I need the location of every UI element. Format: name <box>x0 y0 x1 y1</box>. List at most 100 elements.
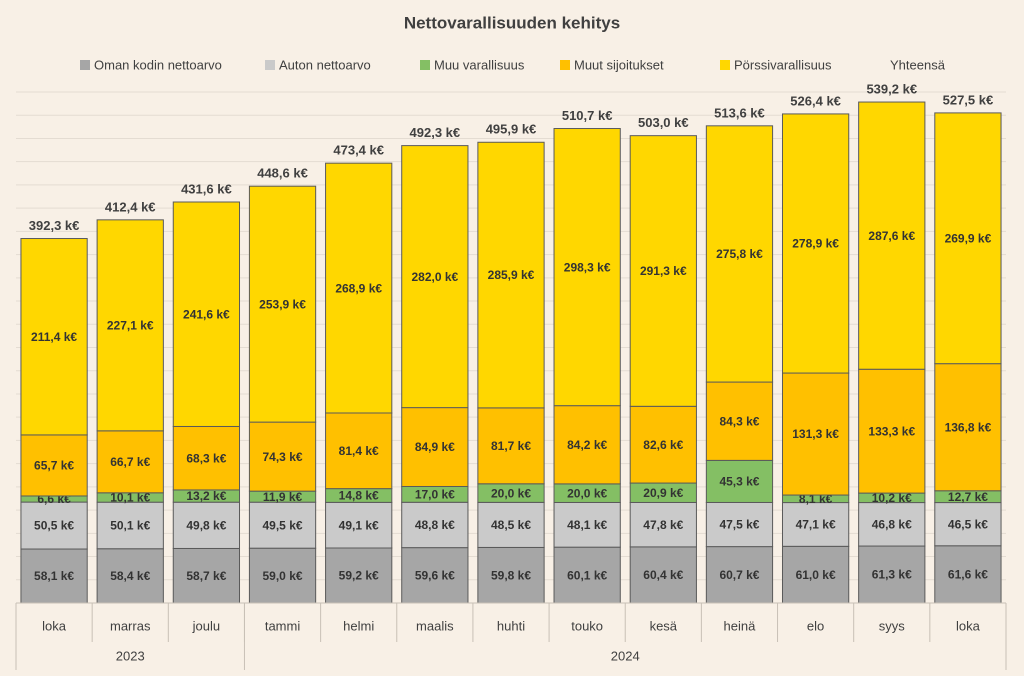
bar-segment <box>172 201 241 427</box>
data-label: 58,4 k€ <box>110 569 150 583</box>
total-label: 412,4 k€ <box>105 199 156 214</box>
data-label: 68,3 k€ <box>186 451 226 465</box>
data-label: 10,2 k€ <box>872 491 912 505</box>
data-label: 287,6 k€ <box>868 229 915 243</box>
data-label: 66,7 k€ <box>110 455 150 469</box>
data-label: 59,6 k€ <box>415 568 455 582</box>
x-tick-label: kesä <box>650 618 678 633</box>
data-label: 81,7 k€ <box>491 439 531 453</box>
x-tick-label: helmi <box>343 618 374 633</box>
total-label: 513,6 k€ <box>714 105 765 120</box>
data-label: 46,5 k€ <box>948 517 988 531</box>
bar-segment <box>629 501 697 548</box>
legend-marker <box>80 60 90 70</box>
data-label: 58,7 k€ <box>186 569 226 583</box>
data-label: 133,3 k€ <box>868 424 915 438</box>
legend-marker <box>265 60 275 70</box>
bar-segment <box>858 545 926 604</box>
bar-segment <box>325 501 393 549</box>
data-label: 275,8 k€ <box>716 247 763 261</box>
data-label: 136,8 k€ <box>945 420 992 434</box>
data-label: 253,9 k€ <box>259 297 306 311</box>
data-label: 291,3 k€ <box>640 264 687 278</box>
bar-segment <box>705 459 774 503</box>
data-label: 20,0 k€ <box>491 486 531 500</box>
data-label: 50,5 k€ <box>34 519 74 533</box>
chart-title: Nettovarallisuuden kehitys <box>404 13 620 32</box>
data-label: 50,1 k€ <box>110 519 150 533</box>
data-label: 46,8 k€ <box>872 517 912 531</box>
x-tick-label: joulu <box>192 618 220 633</box>
x-tick-label: loka <box>956 618 981 633</box>
data-label: 285,9 k€ <box>488 268 535 282</box>
bar-segment <box>401 145 469 409</box>
bar-segment <box>96 501 164 550</box>
legend-label: Muu varallisuus <box>434 57 525 72</box>
data-label: 47,8 k€ <box>643 518 683 532</box>
bar-segment <box>781 502 850 547</box>
legend-label: Muut sijoitukset <box>574 57 664 72</box>
bar-segment <box>96 430 164 494</box>
data-label: 12,7 k€ <box>948 490 988 504</box>
legend-label: Pörssivarallisuus <box>734 57 832 72</box>
bar-segment <box>477 407 545 485</box>
x-tick-label: elo <box>807 618 824 633</box>
group-label: 2024 <box>611 648 640 663</box>
bar-segment <box>705 381 774 461</box>
data-label: 65,7 k€ <box>34 459 74 473</box>
data-label: 278,9 k€ <box>792 237 839 251</box>
data-label: 10,1 k€ <box>110 491 150 505</box>
data-label: 58,1 k€ <box>34 569 74 583</box>
total-label: 392,3 k€ <box>29 218 80 233</box>
data-label: 60,1 k€ <box>567 568 607 582</box>
data-label: 82,6 k€ <box>643 438 683 452</box>
data-label: 227,1 k€ <box>107 319 154 333</box>
data-label: 48,1 k€ <box>567 518 607 532</box>
bar-segment <box>629 135 697 407</box>
bar-segment <box>477 141 545 409</box>
bar-segment <box>96 548 164 604</box>
total-label: 473,4 k€ <box>333 143 384 158</box>
data-label: 59,2 k€ <box>339 569 379 583</box>
data-label: 59,8 k€ <box>491 568 531 582</box>
bar-segment <box>20 501 88 550</box>
data-label: 48,8 k€ <box>415 518 455 532</box>
x-tick-label: syys <box>879 618 906 633</box>
bar-segment <box>20 548 88 604</box>
data-label: 131,3 k€ <box>792 427 839 441</box>
bar-segment <box>781 113 850 374</box>
total-label: 503,0 k€ <box>638 115 689 130</box>
bar-segment <box>705 546 774 604</box>
bar-segment <box>934 363 1002 492</box>
data-label: 282,0 k€ <box>411 270 458 284</box>
bar-segment <box>553 128 621 407</box>
data-label: 60,7 k€ <box>719 568 759 582</box>
total-label: 527,5 k€ <box>943 92 994 107</box>
bar-segment <box>401 407 469 487</box>
legend-label: Auton nettoarvo <box>279 57 371 72</box>
data-label: 49,8 k€ <box>186 518 226 532</box>
data-label: 45,3 k€ <box>719 475 759 489</box>
bar-segment <box>248 547 317 604</box>
data-label: 17,0 k€ <box>415 488 455 502</box>
data-label: 241,6 k€ <box>183 307 230 321</box>
bar-segment <box>325 162 393 414</box>
data-label: 59,0 k€ <box>263 569 303 583</box>
legend-marker <box>720 60 730 70</box>
bar-segment <box>934 502 1002 547</box>
x-tick-label: loka <box>42 618 67 633</box>
data-label: 14,8 k€ <box>339 489 379 503</box>
bar-segment <box>858 101 926 370</box>
data-label: 61,3 k€ <box>872 568 912 582</box>
bar-segment <box>858 368 926 494</box>
bar-segment <box>629 546 697 604</box>
data-label: 81,4 k€ <box>339 444 379 458</box>
x-tick-label: heinä <box>724 618 757 633</box>
data-label: 84,3 k€ <box>719 414 759 428</box>
data-label: 20,0 k€ <box>567 486 607 500</box>
data-label: 84,9 k€ <box>415 440 455 454</box>
bar-segment <box>248 421 317 492</box>
data-label: 84,2 k€ <box>567 438 607 452</box>
data-label: 13,2 k€ <box>186 489 226 503</box>
x-tick-label: marras <box>110 618 151 633</box>
